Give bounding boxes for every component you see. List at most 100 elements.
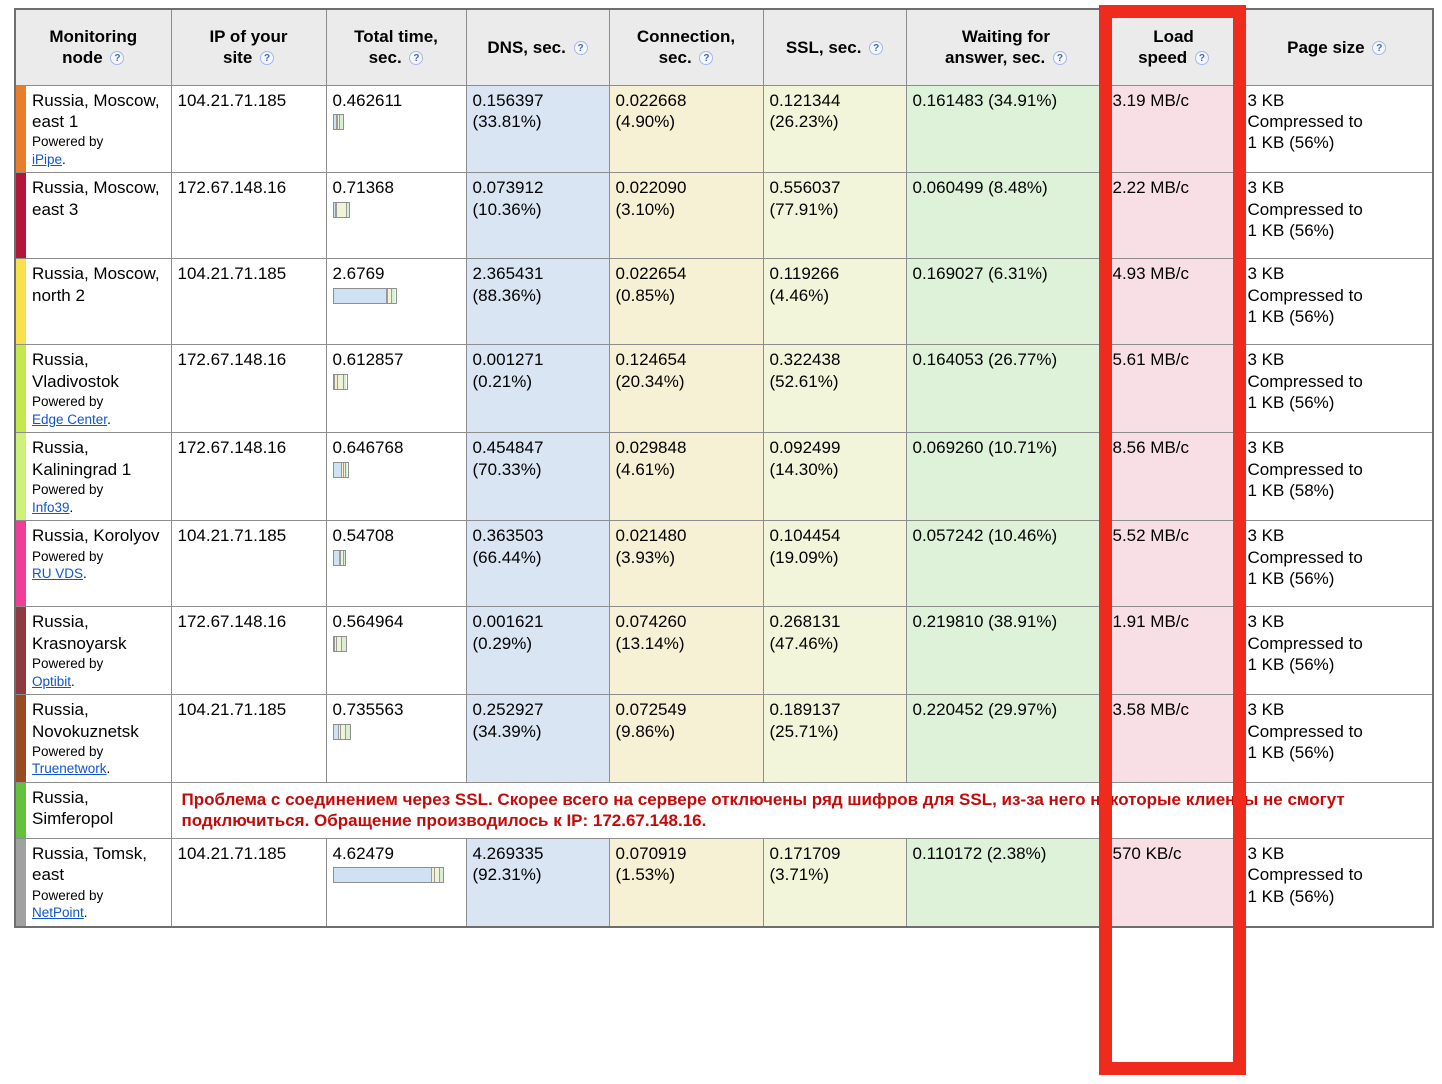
col-header-label: IP of your site — [209, 26, 288, 68]
col-header-label: Total time, sec. — [354, 26, 438, 68]
powered-by-link[interactable]: NetPoint — [32, 905, 84, 921]
table-row: Russia, Kaliningrad 1 Powered by Info39. … — [14, 432, 1434, 522]
help-icon[interactable]: ? — [1194, 51, 1209, 66]
ssl-percent: (47.46%) — [769, 633, 839, 653]
powered-by-link[interactable]: Truenetwork — [32, 761, 107, 777]
waiting-cell: 0.069260 (10.71%) — [905, 432, 1107, 522]
waiting-value: 0.161483 (34.91%) — [912, 90, 1058, 110]
page-size-cell: 3 KB Compressed to 1 KB (56%) — [1240, 172, 1434, 260]
error-message: Проблема с соединением через SSL. Скорее… — [181, 790, 1345, 831]
powered-by-link[interactable]: Info39 — [32, 499, 70, 515]
connection-percent: (3.10%) — [615, 199, 676, 219]
help-icon[interactable]: ? — [699, 51, 714, 66]
powered-by-link[interactable]: Edge Center — [32, 411, 108, 427]
page-size-value: 3 KB Compressed to 1 KB (56%) — [1247, 90, 1363, 153]
help-icon[interactable]: ? — [1372, 40, 1387, 55]
node-name: Russia, Krasnoyarsk — [32, 612, 127, 653]
monitoring-node-cell: Russia, Novokuznetsk Powered by Truenetwo… — [14, 694, 172, 784]
powered-by-link[interactable]: RU VDS — [32, 566, 84, 582]
total-time-value: 0.71368 — [332, 178, 394, 198]
dns-cell: 0.252927 (34.39%) — [465, 694, 610, 784]
waiting-bar-segment — [342, 374, 347, 389]
connection-percent: (4.61%) — [615, 459, 676, 479]
help-icon[interactable]: ? — [260, 51, 275, 66]
connection-cell: 0.022654 (0.85%) — [608, 258, 764, 346]
connection-bar-segment — [341, 462, 343, 477]
connection-cell: 0.124654 (20.34%) — [608, 344, 764, 434]
ssl-bar-segment — [342, 462, 346, 477]
page-size-value: 3 KB Compressed to 1 KB (56%) — [1247, 526, 1363, 589]
monitoring-node-cell: Russia, Korolyov Powered by RU VDS. — [14, 520, 172, 608]
total-time-bar — [332, 549, 346, 566]
ip-cell: 104.21.71.185 — [170, 837, 327, 928]
table-row: Russia, Vladivostok Powered by Edge Cente… — [14, 344, 1434, 434]
powered-by-link[interactable]: Optibit — [32, 673, 72, 689]
ssl-percent: (19.09%) — [769, 547, 839, 567]
load-speed-cell: 4.93 MB/c — [1105, 258, 1242, 346]
ssl-percent: (14.30%) — [769, 459, 839, 479]
col-header-label: SSL, sec. — [785, 37, 862, 57]
ssl-cell: 0.556037 (77.91%) — [762, 172, 907, 260]
connection-percent: (0.85%) — [615, 285, 676, 305]
dns-bar-segment — [333, 724, 338, 739]
page-size-cell: 3 KB Compressed to 1 KB (56%) — [1240, 520, 1434, 608]
page-size-value: 3 KB Compressed to 1 KB (56%) — [1247, 178, 1363, 241]
table-row: Russia, Krasnoyarsk Powered by Optibit. 1… — [14, 606, 1434, 696]
ssl-cell: 0.092499 (14.30%) — [762, 432, 907, 522]
dns-percent: (0.21%) — [472, 371, 533, 391]
dns-cell: 0.454847 (70.33%) — [465, 432, 610, 522]
ip-cell: 104.21.71.185 — [170, 520, 327, 608]
node-name: Russia, Vladivostok — [32, 350, 119, 391]
col-header-label: Monitoring node — [49, 26, 138, 68]
connection-bar-segment — [338, 550, 341, 565]
ssl-cell: 0.121344 (26.23%) — [762, 84, 907, 174]
dns-value: 4.269335 — [472, 843, 544, 863]
connection-bar-segment — [431, 868, 435, 883]
help-icon[interactable]: ? — [1052, 51, 1067, 66]
ip-value: 104.21.71.185 — [177, 843, 287, 863]
ssl-value: 0.119266 — [769, 264, 840, 284]
dns-cell: 0.156397 (33.81%) — [465, 84, 610, 174]
col-header-waiting: Waiting for answer, sec. ? — [905, 8, 1107, 86]
node-status-stripe — [16, 783, 26, 838]
ssl-value: 0.268131 — [769, 612, 841, 632]
ip-cell: 172.67.148.16 — [170, 172, 327, 260]
connection-value: 0.029848 — [615, 438, 687, 458]
dns-cell: 0.001271 (0.21%) — [465, 344, 610, 434]
waiting-value: 0.164053 (26.77%) — [912, 350, 1058, 370]
waiting-bar-segment — [346, 202, 349, 217]
table-row-error: Russia, Simferopol Проблема с соединение… — [14, 782, 1434, 839]
load-speed-cell: 5.61 MB/c — [1105, 344, 1242, 434]
help-icon[interactable]: ? — [869, 40, 884, 55]
help-icon[interactable]: ? — [409, 51, 424, 66]
connection-percent: (4.90%) — [615, 111, 676, 131]
powered-by-link[interactable]: iPipe — [32, 151, 63, 167]
connection-cell: 0.074260 (13.14%) — [608, 606, 764, 696]
total-time-bar — [332, 201, 350, 218]
node-status-stripe — [16, 345, 26, 433]
table-row: Russia, Moscow, east 3 172.67.148.16 0.7… — [14, 172, 1434, 260]
ssl-bar-segment — [340, 724, 345, 739]
table-row: Russia, Moscow, east 1 Powered by iPipe. … — [14, 84, 1434, 174]
dns-bar-segment — [333, 114, 336, 129]
page-size-cell: 3 KB Compressed to 1 KB (56%) — [1240, 837, 1434, 928]
ip-cell: 172.67.148.16 — [170, 606, 327, 696]
help-icon[interactable]: ? — [573, 40, 588, 55]
monitoring-node-cell: Russia, Simferopol — [14, 782, 172, 839]
help-icon[interactable]: ? — [110, 51, 125, 66]
ssl-bar-segment — [336, 114, 340, 129]
load-speed-value: 3.19 MB/c — [1112, 90, 1190, 110]
load-speed-cell: 570 KB/c — [1105, 837, 1242, 928]
connection-percent: (9.86%) — [615, 721, 676, 741]
waiting-bar-segment — [342, 550, 345, 565]
node-name: Russia, Novokuznetsk — [32, 700, 139, 741]
ssl-value: 0.171709 — [769, 843, 841, 863]
waiting-value: 0.169027 (6.31%) — [912, 264, 1048, 284]
powered-by: Powered by Truenetwork. — [32, 743, 169, 778]
ssl-value: 0.104454 — [769, 526, 841, 546]
load-speed-cell: 3.58 MB/c — [1105, 694, 1242, 784]
dns-cell: 0.073912 (10.36%) — [465, 172, 610, 260]
total-time-cell: 0.54708 — [325, 520, 467, 608]
total-time-cell: 2.6769 — [325, 258, 467, 346]
connection-cell: 0.021480 (3.93%) — [608, 520, 764, 608]
